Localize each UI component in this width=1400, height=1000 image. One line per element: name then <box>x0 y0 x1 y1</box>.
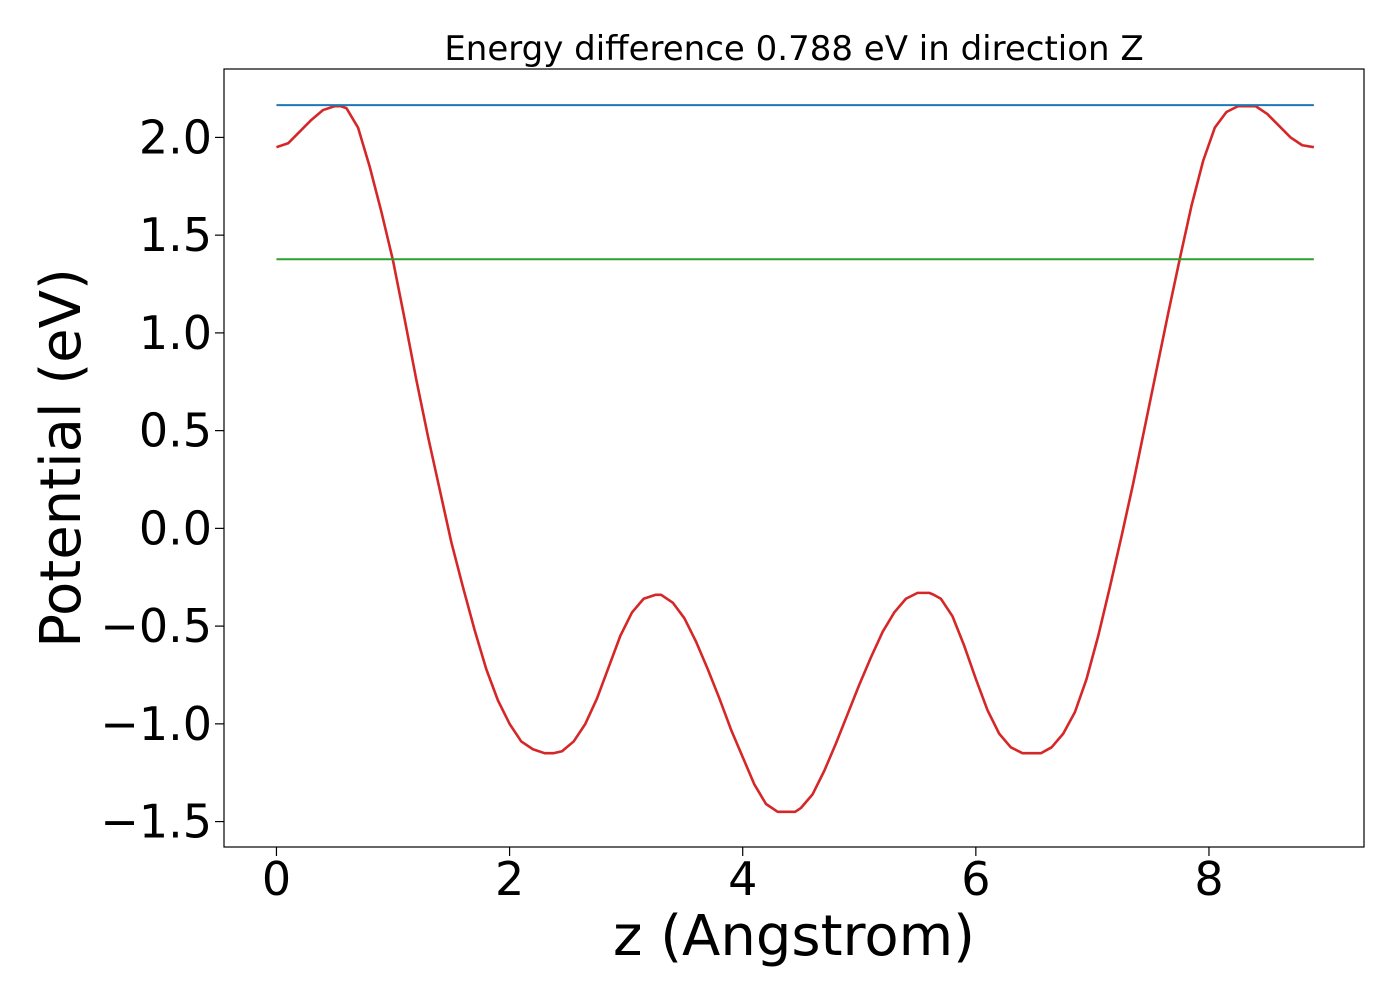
y-tick-label: 0.0 <box>139 501 212 555</box>
x-axis-ticks: 0 2 4 6 8 <box>262 847 1224 906</box>
x-tick-label: 4 <box>728 852 757 906</box>
plot-frame <box>223 68 1365 848</box>
y-tick-label: −1.0 <box>100 697 212 751</box>
y-tick-label: −0.5 <box>100 599 212 653</box>
x-tick-label: 8 <box>1194 852 1223 906</box>
y-tick-label: 1.0 <box>139 306 212 360</box>
y-axis-label: Potential (eV) <box>29 268 94 648</box>
x-tick-label: 6 <box>961 852 990 906</box>
x-axis-label: z (Angstrom) <box>613 904 975 969</box>
series-line-0 <box>276 104 1315 814</box>
y-tick-label: 1.5 <box>139 208 212 262</box>
y-tick-label: −1.5 <box>100 795 212 849</box>
x-tick-label: 2 <box>495 852 524 906</box>
chart-title: Energy difference 0.788 eV in direction … <box>444 29 1143 69</box>
y-tick-label: 2.0 <box>139 110 212 164</box>
y-tick-label: 0.5 <box>139 404 212 458</box>
y-axis-ticks: −1.5 −1.0 −0.5 0.0 0.5 1.0 1.5 2.0 <box>100 110 224 849</box>
series-layer <box>276 104 1315 814</box>
x-tick-label: 0 <box>262 852 291 906</box>
